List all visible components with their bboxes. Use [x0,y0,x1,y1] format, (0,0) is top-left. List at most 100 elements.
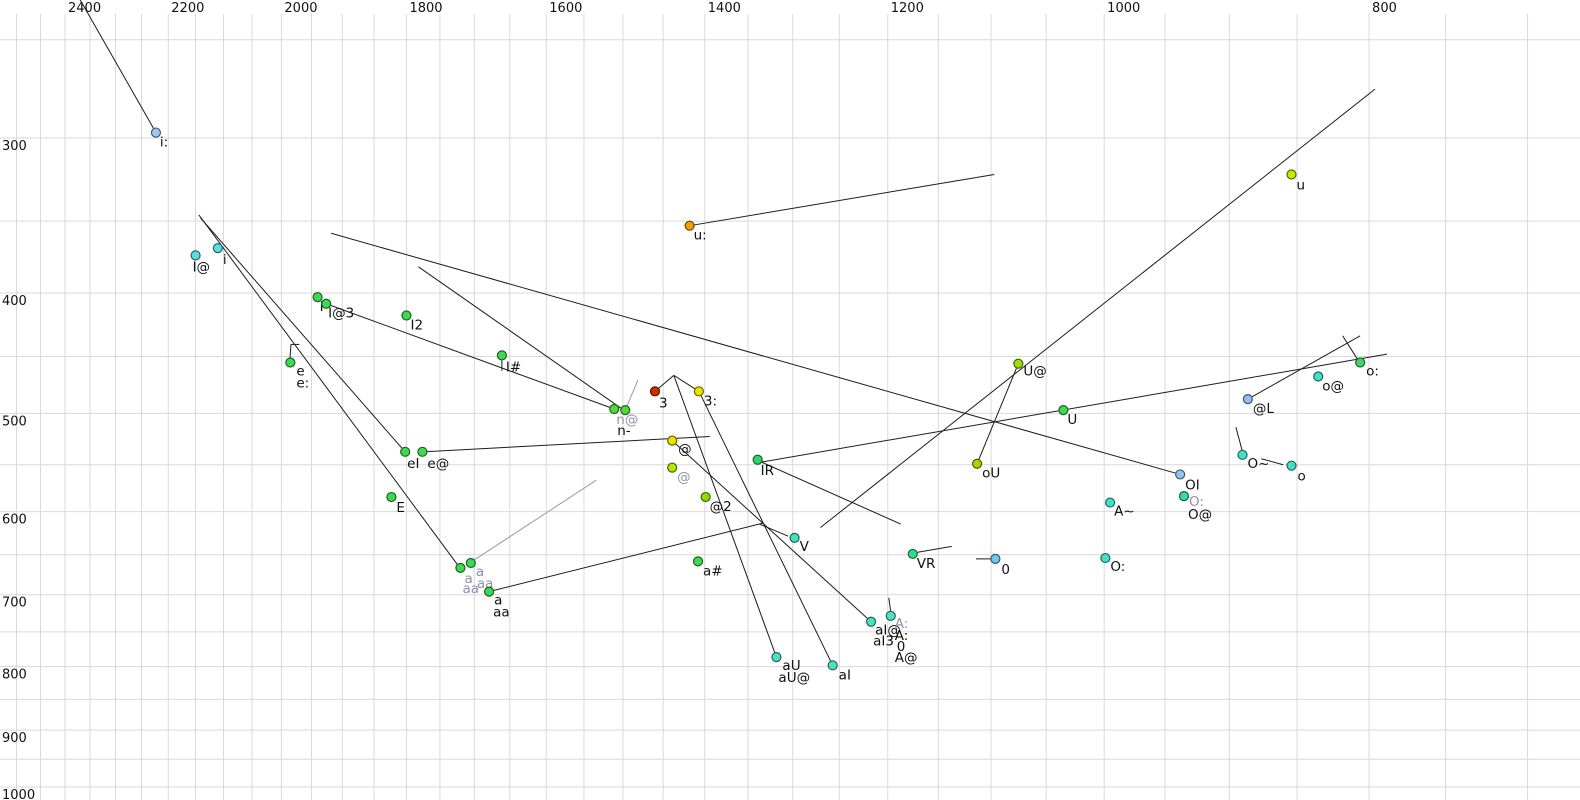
vowel-point-@L[interactable]: @L [1242,394,1274,418]
x-tick-800: 800 [1372,1,1397,16]
vowel-label-oU: oU [982,466,1000,482]
vowel-point-E[interactable]: E [386,491,405,517]
vowel-point-@[interactable]: @ [667,435,692,458]
vowel-point-3:[interactable]: 3: [693,386,717,410]
vowel-dot-I2[interactable] [401,310,412,321]
vowel-point-A~[interactable]: A~ [1105,497,1135,520]
vowel-point-0[interactable]: 0 [990,553,1010,578]
vowel-point-U[interactable]: U [1058,404,1077,429]
vowel-point-a-gray-2[interactable]: aaa [455,562,479,597]
vowel-point-U@[interactable]: U@ [1013,358,1047,380]
vowel-point-i[interactable]: i [212,243,227,269]
vowel-dot-o:[interactable] [1355,357,1366,368]
vowel-point-V[interactable]: V [789,532,810,555]
vowel-dot-I#[interactable] [496,350,507,361]
vowel-dot-a-gray-2[interactable] [455,562,466,573]
vowel-point-aI[interactable]: aI [827,660,851,684]
vowel-point-u:[interactable]: u: [684,220,707,244]
vowel-dot-0[interactable] [990,553,1001,564]
vowel-point-A:[interactable]: A:A:0A@ [885,610,917,666]
vowel-dot-aI[interactable] [827,660,838,671]
vowel-point-n@[interactable]: n@ [616,404,638,429]
vowel-dot-@2[interactable] [700,491,711,503]
vowel-point-IR[interactable]: IR [752,454,774,479]
vowel-dot-@-gray[interactable] [667,462,678,473]
vowel-point-a-gray-1[interactable]: aaa [465,557,493,592]
vowel-dot-O@[interactable] [1178,491,1190,502]
vowel-dot-o@[interactable] [1313,371,1324,382]
vowel-point-O~[interactable]: O~ [1237,449,1269,472]
vowel-point-@2[interactable]: @2 [700,491,732,515]
vowel-dot-I[interactable] [312,291,323,303]
vowel-point-o@[interactable]: o@ [1313,371,1344,395]
vowel-dot-A~[interactable] [1105,497,1116,508]
vowel-dot-E[interactable] [386,491,397,503]
vowel-dot-@L[interactable] [1242,394,1253,405]
vowel-dot-n@[interactable] [620,404,631,416]
vowel-point-3[interactable]: 3 [649,386,668,412]
vowel-label-a-1: aa [493,605,510,621]
vowel-dot-O:[interactable] [1100,552,1111,564]
vowel-point-O@[interactable]: O:O@ [1178,491,1212,524]
vowel-point-I#[interactable]: I# [496,350,521,376]
vowel-point-o[interactable]: o [1286,460,1306,485]
vowel-point-VR[interactable]: VR [907,548,935,572]
vowel-label-OI: OI [1185,477,1200,493]
vowel-point-i:[interactable]: i: [150,127,168,151]
vowel-dot-o[interactable] [1286,460,1297,471]
vowel-label-O@: O: [1189,494,1204,510]
vowel-dot-V[interactable] [789,532,800,544]
trajectory-line-5 [418,266,626,412]
trajectory-line-22 [820,88,1376,528]
vowel-point-u[interactable]: u [1286,169,1305,194]
vowel-dot-u:[interactable] [684,220,695,231]
vowel-point-I@3[interactable]: I@3 [321,298,355,322]
vowel-dot-e[interactable] [285,357,296,368]
vowel-dot-oU[interactable] [972,458,983,469]
vowel-dot-e@[interactable] [417,446,428,457]
vowel-dot-OI[interactable] [1175,469,1186,480]
vowel-dot-IR[interactable] [752,454,763,465]
vowel-dot-aU[interactable] [771,652,782,663]
vowel-dot-i:[interactable] [150,127,162,138]
vowel-dot-a-gray-1[interactable] [465,557,476,569]
vowel-dot-u[interactable] [1286,169,1297,180]
vowel-point-a[interactable]: aaa [483,586,510,621]
x-axis-tick-labels: 24002200200018001600140012001000800 [68,1,1397,16]
vowel-point-aI@[interactable]: aI@aI3 [865,616,901,650]
vowel-dot-U@[interactable] [1013,358,1024,369]
vowel-point-@-gray[interactable]: @ [667,462,691,486]
vowel-label-I@3: I@3 [328,306,354,322]
vowel-dot-a#[interactable] [692,556,704,567]
vowel-dot-3[interactable] [649,386,661,397]
vowel-dot-aI@[interactable] [865,616,877,627]
vowel-dot-3:[interactable] [693,386,704,397]
vowel-dot-VR[interactable] [907,548,918,560]
vowel-dot-@[interactable] [667,435,678,446]
vowel-point-e[interactable]: ee: [285,357,309,392]
vowel-point-I@[interactable]: I@ [190,250,210,276]
vowel-dot-A:[interactable] [885,610,896,621]
vowel-dot-I@3[interactable] [321,298,332,309]
vowel-dot-i[interactable] [212,243,223,254]
vowel-dot-eI[interactable] [400,446,411,457]
vowel-dot-U[interactable] [1058,404,1069,416]
vowel-point-a#[interactable]: a# [692,556,723,580]
vowel-dot-a[interactable] [483,586,495,597]
vowel-point-O:[interactable]: O: [1100,552,1125,576]
vowel-point-o:[interactable]: o: [1355,357,1379,380]
vowel-dot-n-[interactable] [609,403,620,415]
vowel-point-OI[interactable]: OI [1175,469,1200,494]
vowel-point-eI[interactable]: eI [400,446,420,472]
vowel-label-e-1: e: [296,376,309,392]
trajectory-line-4 [325,303,615,410]
vowel-point-I2[interactable]: I2 [401,310,423,334]
vowel-dot-O~[interactable] [1237,449,1248,460]
vowel-point-e@[interactable]: e@ [417,446,449,472]
vowel-point-oU[interactable]: oU [972,458,1001,482]
vowel-point-I[interactable]: I [312,291,324,316]
vowel-dot-I@[interactable] [190,250,201,261]
vowel-point-n-[interactable]: n- [609,403,631,440]
